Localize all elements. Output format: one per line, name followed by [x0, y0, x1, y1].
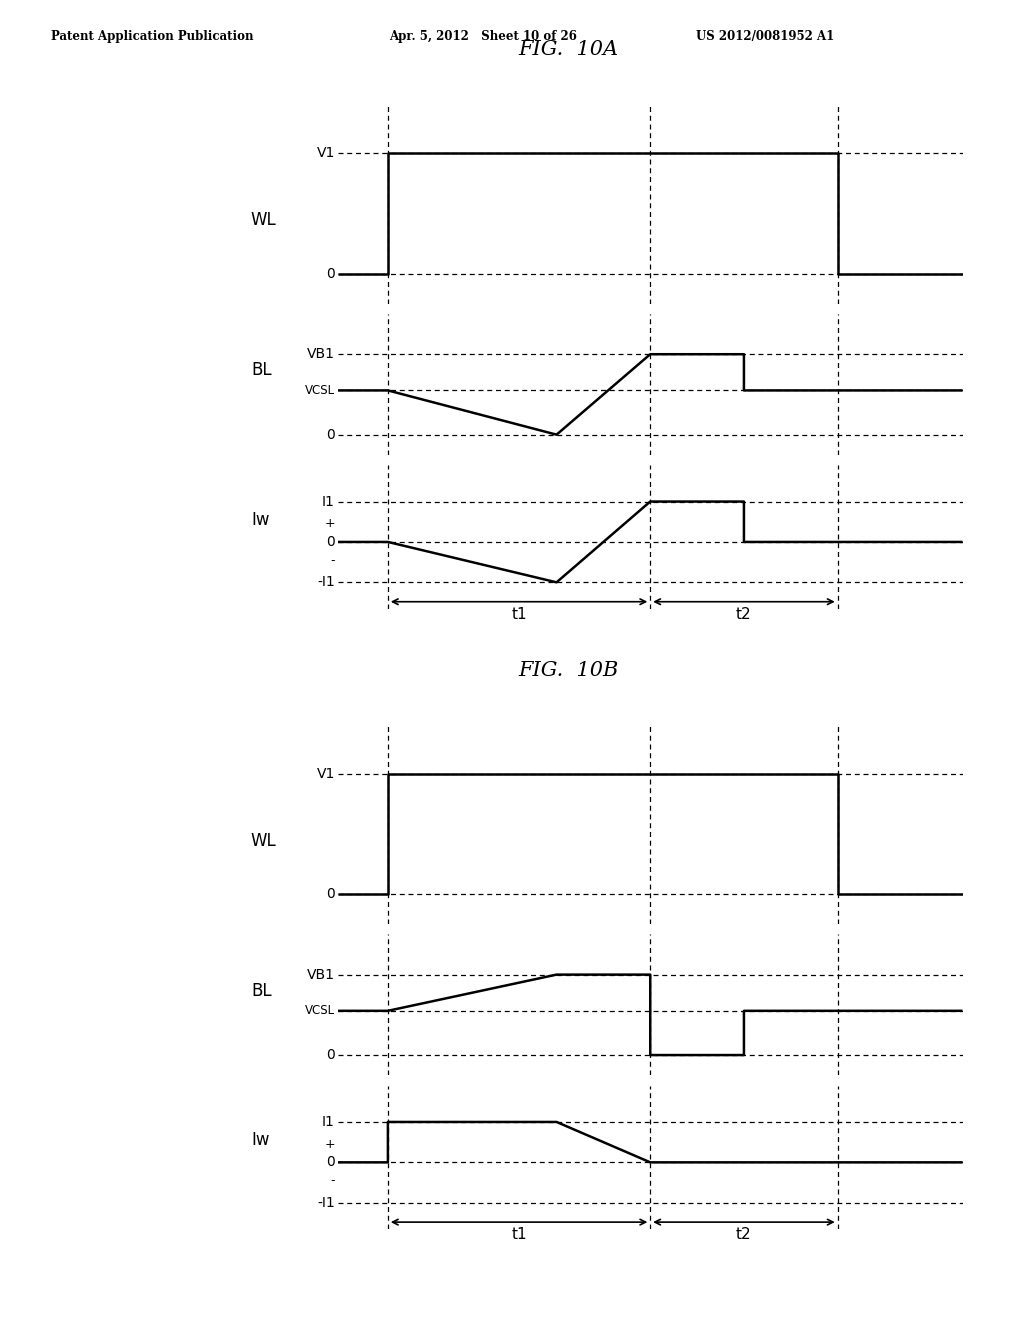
Text: 0: 0	[326, 887, 335, 902]
Text: 0: 0	[326, 267, 335, 281]
Text: 0: 0	[326, 535, 335, 549]
Text: Patent Application Publication: Patent Application Publication	[51, 30, 254, 44]
Text: +: +	[325, 517, 335, 531]
Text: Apr. 5, 2012   Sheet 10 of 26: Apr. 5, 2012 Sheet 10 of 26	[389, 30, 577, 44]
Text: FIG.  10A: FIG. 10A	[518, 41, 618, 59]
Text: 0: 0	[326, 1048, 335, 1063]
Text: Iw: Iw	[251, 511, 269, 529]
Text: VB1: VB1	[307, 968, 335, 982]
Text: +: +	[325, 1138, 335, 1151]
Text: I1: I1	[322, 495, 335, 508]
Text: WL: WL	[251, 211, 276, 230]
Text: WL: WL	[251, 832, 276, 850]
Text: BL: BL	[251, 362, 271, 379]
Text: VCSL: VCSL	[305, 1005, 335, 1018]
Text: 0: 0	[326, 1155, 335, 1170]
Text: Iw: Iw	[251, 1131, 269, 1150]
Text: I1: I1	[322, 1115, 335, 1129]
Text: -: -	[331, 553, 335, 566]
Text: -I1: -I1	[317, 576, 335, 589]
Text: t1: t1	[511, 1228, 527, 1242]
Text: t2: t2	[736, 1228, 752, 1242]
Text: -I1: -I1	[317, 1196, 335, 1209]
Text: V1: V1	[316, 147, 335, 161]
Text: V1: V1	[316, 767, 335, 781]
Text: VCSL: VCSL	[305, 384, 335, 397]
Text: VB1: VB1	[307, 347, 335, 362]
Text: -: -	[331, 1173, 335, 1187]
Text: t1: t1	[511, 607, 527, 622]
Text: FIG.  10B: FIG. 10B	[518, 661, 618, 680]
Text: BL: BL	[251, 982, 271, 999]
Text: US 2012/0081952 A1: US 2012/0081952 A1	[696, 30, 835, 44]
Text: t2: t2	[736, 607, 752, 622]
Text: 0: 0	[326, 428, 335, 442]
